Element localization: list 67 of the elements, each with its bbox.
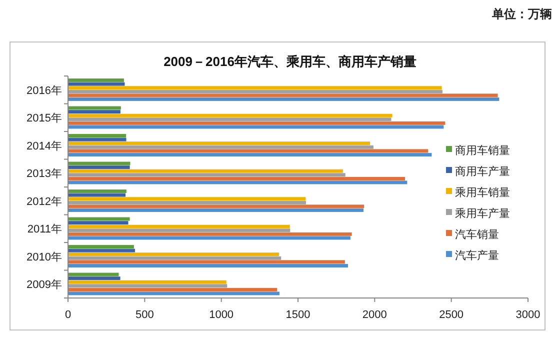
legend-label: 乘用车销量	[455, 186, 510, 199]
bar	[68, 142, 370, 146]
legend-label: 商用车产量	[455, 165, 510, 178]
legend-label: 汽车销量	[455, 228, 499, 241]
bar	[68, 284, 228, 288]
bar	[68, 245, 134, 248]
bar	[68, 248, 136, 252]
bar	[68, 208, 364, 212]
bar	[68, 94, 498, 98]
y-tick-label: 2010年	[26, 251, 62, 264]
bar	[68, 138, 126, 142]
y-tick-label: 2012年	[26, 196, 62, 208]
chart-title: 2009－2016年汽车、乘用车、商用车产销量	[164, 54, 416, 69]
x-tick-label: 500	[135, 309, 154, 321]
bar	[68, 90, 442, 94]
bar	[68, 190, 126, 193]
bar	[68, 118, 392, 122]
bar	[68, 280, 226, 284]
bar	[68, 252, 279, 256]
bar	[68, 121, 446, 125]
bar	[68, 232, 352, 236]
y-tick-label: 2013年	[26, 168, 62, 180]
bar	[68, 114, 392, 118]
bar	[68, 264, 348, 268]
bar	[68, 110, 120, 114]
bar	[68, 256, 282, 260]
y-tick-label: 2016年	[26, 84, 62, 97]
bar	[68, 260, 345, 264]
y-tick-label: 2015年	[26, 112, 62, 125]
bar	[68, 200, 306, 204]
legend-label: 商用车销量	[455, 144, 510, 157]
bar	[68, 166, 130, 170]
bar	[68, 78, 124, 82]
bar	[68, 292, 280, 296]
bar	[68, 125, 444, 129]
x-tick-label: 1500	[286, 309, 310, 321]
bar	[68, 228, 290, 232]
bar	[68, 197, 306, 201]
x-tick-label: 3000	[516, 309, 540, 321]
y-tick-label: 2011年	[27, 224, 62, 236]
bar	[68, 82, 125, 86]
bar	[68, 176, 406, 180]
bar	[68, 169, 343, 173]
bar	[68, 97, 500, 101]
bar	[68, 173, 346, 177]
text: 单位：万辆	[491, 7, 552, 21]
x-tick-label: 0	[64, 309, 72, 321]
bar	[68, 204, 364, 208]
bar	[68, 224, 290, 228]
bar	[68, 288, 278, 292]
bar	[68, 276, 120, 280]
bar	[68, 149, 428, 153]
bar	[68, 145, 374, 149]
legend-label: 乘用车产量	[455, 207, 510, 220]
bar	[68, 86, 442, 90]
x-tick-label: 2000	[362, 309, 387, 321]
y-tick-label: 2014年	[26, 140, 62, 152]
legend-label: 汽车产量	[455, 249, 499, 262]
bar	[68, 236, 350, 240]
bar	[68, 134, 126, 138]
x-tick-label: 2500	[439, 309, 464, 321]
y-tick-label: 2009年	[26, 279, 62, 292]
bar	[68, 221, 128, 225]
x-tick-label: 1000	[209, 309, 234, 321]
bar	[68, 180, 408, 184]
bar	[68, 193, 126, 197]
bar	[68, 152, 432, 156]
